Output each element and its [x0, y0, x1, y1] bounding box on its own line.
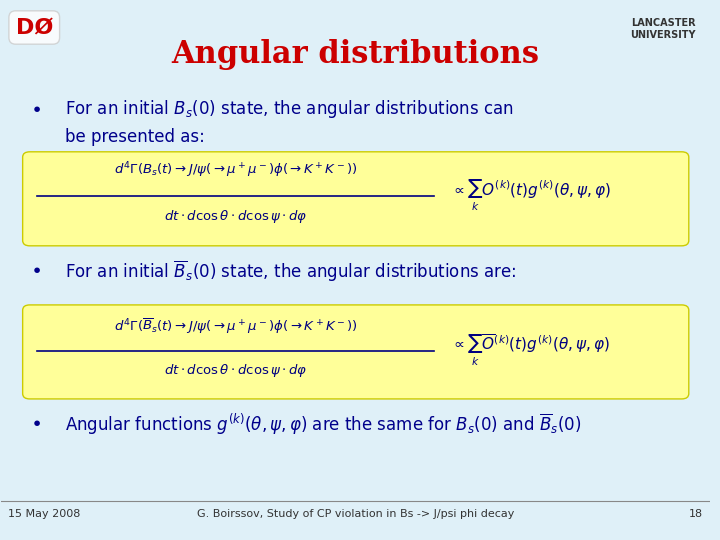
Text: LANCASTER
UNIVERSITY: LANCASTER UNIVERSITY [631, 17, 696, 40]
Text: 18: 18 [689, 509, 703, 519]
Text: $\bullet$: $\bullet$ [30, 259, 40, 278]
Text: $dt\cdot d\cos\theta\cdot d\cos\psi\cdot d\varphi$: $dt\cdot d\cos\theta\cdot d\cos\psi\cdot… [163, 208, 307, 225]
Text: $\propto\sum_{k}O^{(k)}(t)g^{(k)}(\theta,\psi,\varphi)$: $\propto\sum_{k}O^{(k)}(t)g^{(k)}(\theta… [451, 179, 611, 213]
Text: Angular functions $g^{(k)}(\theta,\psi,\varphi)$ are the same for $B_s(0)$ and $: Angular functions $g^{(k)}(\theta,\psi,\… [66, 413, 582, 437]
Text: G. Boirssov, Study of CP violation in Bs -> J/psi phi decay: G. Boirssov, Study of CP violation in Bs… [197, 509, 514, 519]
Text: For an initial $B_s(0)$ state, the angular distributions can
be presented as:: For an initial $B_s(0)$ state, the angul… [66, 98, 514, 146]
Text: $dt\cdot d\cos\theta\cdot d\cos\psi\cdot d\varphi$: $dt\cdot d\cos\theta\cdot d\cos\psi\cdot… [163, 362, 307, 379]
FancyBboxPatch shape [22, 305, 689, 399]
Text: $d^4\Gamma(B_s(t)\to J/\psi(\to\mu^+\mu^-)\phi(\to K^+K^-))$: $d^4\Gamma(B_s(t)\to J/\psi(\to\mu^+\mu^… [114, 161, 357, 180]
Text: $\bullet$: $\bullet$ [30, 413, 40, 431]
Text: For an initial $\overline{B}_s(0)$ state, the angular distributions are:: For an initial $\overline{B}_s(0)$ state… [66, 259, 517, 285]
Text: DØ: DØ [16, 17, 53, 37]
Text: 15 May 2008: 15 May 2008 [9, 509, 81, 519]
Text: $\bullet$: $\bullet$ [30, 98, 40, 117]
Text: $d^4\Gamma(\overline{B}_s(t)\to J/\psi(\to\mu^+\mu^-)\phi(\to K^+K^-))$: $d^4\Gamma(\overline{B}_s(t)\to J/\psi(\… [114, 317, 357, 336]
Text: Angular distributions: Angular distributions [172, 39, 540, 70]
Text: $\propto\sum_{k}\overline{O}^{(k)}(t)g^{(k)}(\theta,\psi,\varphi)$: $\propto\sum_{k}\overline{O}^{(k)}(t)g^{… [451, 333, 610, 368]
FancyBboxPatch shape [22, 152, 689, 246]
